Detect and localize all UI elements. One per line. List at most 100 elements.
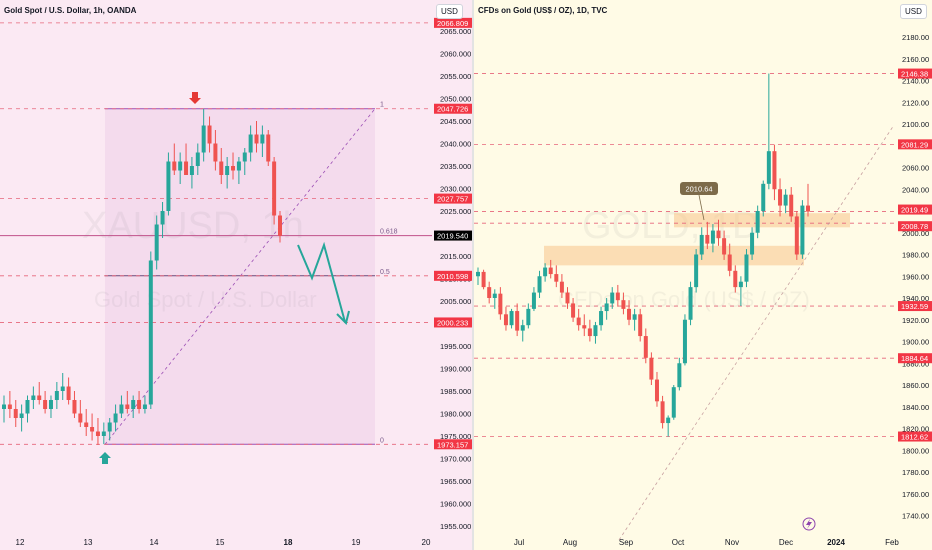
trend-line	[618, 124, 895, 541]
support-zone	[544, 245, 804, 266]
candle-body	[571, 303, 576, 318]
price-label: 2146.38	[901, 70, 928, 79]
price-label-bg	[898, 204, 932, 215]
callout-box	[680, 182, 718, 195]
arrow-down-icon	[189, 92, 201, 104]
y-tick-label: 1955.000	[440, 522, 471, 531]
price-label: 1932.59	[901, 302, 928, 311]
price-label-bg	[434, 17, 472, 28]
y-tick-label: 2025.000	[440, 207, 471, 216]
candle-body	[699, 234, 704, 255]
candle-body	[13, 409, 18, 418]
candle-body	[806, 205, 810, 212]
candle-body	[113, 413, 118, 423]
y-tick-label: 2055.000	[440, 72, 471, 81]
x-tick-label: Jul	[514, 538, 524, 547]
candle-body	[526, 308, 531, 326]
y-tick-label: 2040.00	[902, 185, 929, 194]
candle-body	[90, 427, 95, 432]
candle-body	[219, 161, 224, 175]
price-label-bg	[434, 230, 472, 241]
y-tick-label: 2050.000	[440, 95, 471, 104]
price-label-bg	[898, 431, 932, 442]
candle-body	[576, 317, 581, 326]
price-label-bg	[434, 439, 472, 450]
y-tick-label: 1965.000	[440, 477, 471, 486]
x-tick-label: 20	[422, 538, 431, 547]
y-tick-label: 1990.000	[440, 365, 471, 374]
right-chart-panel[interactable]: GOLD, 1D CFDs on Gold (US$ / OZ) 2010.64…	[474, 0, 932, 550]
x-tick-label: Feb	[885, 538, 899, 547]
candle-body	[503, 314, 508, 326]
candle-body	[84, 422, 89, 427]
candle-body	[107, 422, 112, 432]
candle-body	[95, 431, 100, 436]
candle-body	[476, 271, 480, 277]
candle-body	[582, 325, 587, 329]
candle-body	[278, 215, 282, 236]
candle-body	[794, 216, 799, 255]
candle-body	[705, 234, 710, 244]
panel-divider[interactable]	[472, 0, 474, 550]
fib-label: 0.5	[380, 269, 390, 276]
right-chart[interactable]: 2010.64 2180.00 2160.00 2140.00 2120.00 2100.…	[474, 0, 932, 550]
candle-body	[48, 400, 53, 409]
left-chart[interactable]: 1 0.618 0.5 0 2065.000 2060.000 2055.000 2050.0…	[0, 0, 472, 550]
candle-body	[543, 267, 548, 277]
candle-body	[559, 281, 564, 293]
price-label: 2066.809	[437, 19, 468, 28]
x-tick-label: 12	[16, 538, 25, 547]
candle-body	[531, 292, 536, 309]
candle-body	[242, 152, 247, 162]
y-tick-label: 1995.000	[440, 342, 471, 351]
candle-body	[649, 357, 654, 380]
price-label-bg	[434, 270, 472, 281]
y-tick-label: 2005.000	[440, 297, 471, 306]
lightning-bolt-icon	[806, 519, 812, 529]
x-tick-label: Oct	[672, 538, 685, 547]
x-tick-label: Dec	[779, 538, 793, 547]
y-tick-label: 2060.000	[440, 50, 471, 59]
candle-body	[207, 125, 212, 144]
left-currency-button[interactable]: USD	[436, 4, 463, 19]
candle-body	[604, 303, 609, 312]
candle-body	[213, 143, 218, 162]
y-tick-label: 1800.00	[902, 446, 929, 455]
candle-body	[587, 328, 592, 337]
candle-body	[178, 161, 183, 171]
y-tick-label: 1980.000	[440, 410, 471, 419]
y-tick-label: 1985.000	[440, 387, 471, 396]
candle-body	[101, 431, 106, 436]
x-tick-label: 19	[352, 538, 361, 547]
candle-body	[744, 254, 749, 282]
candle-body	[660, 401, 665, 424]
price-label: 2010.598	[437, 272, 468, 281]
x-tick-label: 14	[150, 538, 159, 547]
y-tick-label: 2100.00	[902, 120, 929, 129]
candle-body	[671, 387, 676, 418]
candle-body	[148, 260, 153, 405]
candle-body	[260, 134, 265, 144]
price-label: 1973.157	[437, 440, 468, 449]
x-tick-label: 2024	[827, 538, 845, 547]
candle-body	[800, 205, 805, 255]
candle-body	[66, 386, 71, 400]
x-tick-label: 18	[284, 538, 293, 547]
candle-body	[654, 379, 659, 402]
left-chart-panel[interactable]: XAUUSD, 1h Gold Spot / U.S. Dollar 1 0.61…	[0, 0, 472, 550]
candle-body	[694, 254, 699, 288]
right-chart-title: CFDs on Gold (US$ / OZ), 1D, TVC	[478, 6, 608, 15]
candle-body	[487, 287, 492, 298]
candle-body	[515, 311, 520, 331]
y-tick-label: 2030.000	[440, 185, 471, 194]
candle-body	[125, 404, 130, 409]
candle-body	[43, 400, 48, 409]
price-label: 2047.726	[437, 105, 468, 114]
right-currency-button[interactable]: USD	[900, 4, 927, 19]
candle-body	[225, 166, 230, 175]
y-tick-label: 2140.00	[902, 77, 929, 86]
candle-body	[160, 211, 165, 225]
candle-body	[621, 300, 626, 309]
price-label: 1812.62	[901, 433, 928, 442]
candle-body	[25, 400, 30, 414]
